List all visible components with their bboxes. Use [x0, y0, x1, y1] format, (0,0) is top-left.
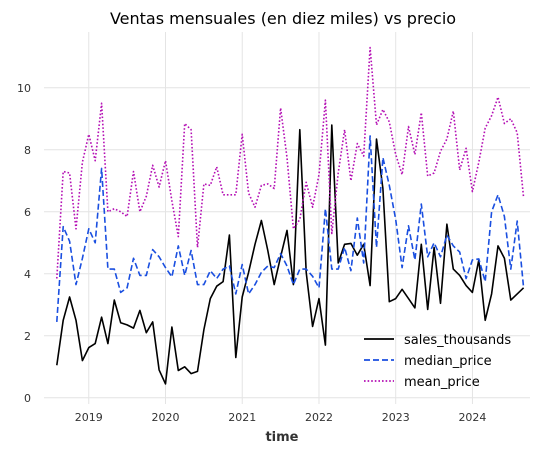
chart-title: Ventas mensuales (en diez miles) vs prec… [110, 9, 456, 28]
y-tick-label: 2 [24, 330, 31, 343]
x-tick-label: 2019 [75, 411, 103, 424]
y-tick-label: 0 [24, 392, 31, 405]
series-line-mean-price [56, 46, 525, 279]
y-tick-label: 4 [24, 268, 31, 281]
x-tick-label: 2021 [228, 411, 256, 424]
x-tick-label: 2020 [152, 411, 180, 424]
x-tick-label: 2022 [305, 411, 333, 424]
y-tick-label: 8 [24, 144, 31, 157]
legend: sales_thousands median_price mean_price [364, 333, 511, 390]
x-tick-label: 2023 [382, 411, 410, 424]
legend-label: median_price [404, 354, 492, 369]
series-layer [56, 46, 525, 385]
x-axis-ticks: 2019 2020 2021 2022 2023 2024 [75, 411, 487, 424]
legend-label: sales_thousands [404, 333, 511, 348]
y-tick-label: 10 [17, 82, 31, 95]
y-tick-label: 6 [24, 206, 31, 219]
x-axis-label: time [265, 430, 298, 445]
series-line-sales-thousands [56, 124, 525, 385]
y-axis-ticks: 0 2 4 6 8 10 [17, 82, 31, 405]
series-line-median-price [56, 135, 525, 322]
legend-label: mean_price [404, 375, 480, 390]
x-tick-label: 2024 [458, 411, 486, 424]
grid [44, 32, 530, 404]
